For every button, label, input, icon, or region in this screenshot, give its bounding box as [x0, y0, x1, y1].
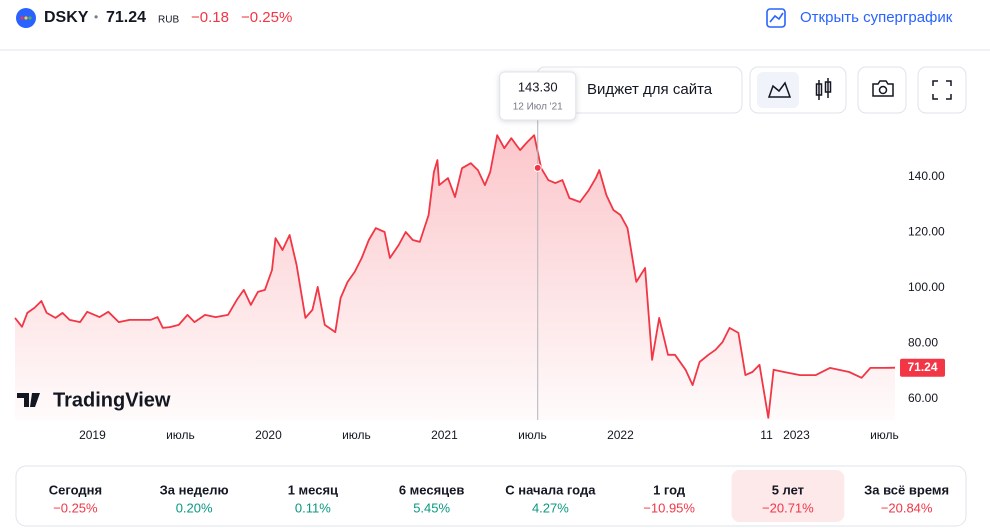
- fullscreen-icon: [932, 80, 952, 100]
- period-change: −10.95%: [643, 500, 695, 515]
- x-tick-label: 2019: [79, 428, 106, 442]
- x-tick-label: июль: [342, 428, 371, 442]
- period-label[interactable]: С начала года: [505, 482, 596, 497]
- snapshot-button[interactable]: [857, 66, 907, 114]
- last-price-label: 71.24: [907, 360, 937, 374]
- period-change: 0.20%: [176, 500, 213, 515]
- change: −0.18: [191, 9, 229, 26]
- y-tick-label: 80.00: [908, 336, 938, 350]
- y-tick-label: 140.00: [908, 169, 945, 183]
- period-change: −20.84%: [881, 500, 933, 515]
- period-change: 5.45%: [413, 500, 450, 515]
- logo-dot: [20, 16, 24, 20]
- y-tick-label: 120.00: [908, 225, 945, 239]
- camera-icon: [872, 80, 894, 97]
- period-change: −20.71%: [762, 500, 814, 515]
- change-pct: −0.25%: [241, 9, 292, 26]
- price: 71.24: [106, 9, 146, 26]
- open-supergraph[interactable]: Открыть суперграфик: [766, 8, 953, 28]
- fullscreen-button[interactable]: [917, 66, 967, 114]
- widget-button-text[interactable]: Виджет для сайта: [587, 81, 713, 98]
- performance-panel: [15, 465, 967, 527]
- link-icon: [766, 8, 786, 28]
- period-label[interactable]: 6 месяцев: [399, 482, 465, 497]
- candle-icon[interactable]: [815, 78, 832, 100]
- separator: •: [94, 10, 98, 24]
- x-tick-label: 2020: [255, 428, 282, 442]
- period-label[interactable]: За неделю: [160, 482, 229, 497]
- period-label[interactable]: 5 лет: [772, 482, 804, 497]
- x-tick-label: 2023: [783, 428, 810, 442]
- tooltip-box: [499, 71, 577, 121]
- x-tick-label: 2022: [607, 428, 634, 442]
- logo-dot: [28, 16, 32, 20]
- x-tick-label: июль: [870, 428, 899, 442]
- selected-period: [731, 470, 845, 522]
- period-change: 4.27%: [532, 500, 569, 515]
- area-icon: [767, 81, 792, 98]
- x-tick-label: 11: [760, 428, 773, 442]
- price-line: [14, 134, 896, 419]
- period-label[interactable]: Сегодня: [49, 482, 102, 497]
- y-tick-label: 60.00: [908, 391, 938, 405]
- area-fill: [15, 135, 895, 420]
- last-price-badge: [900, 358, 945, 377]
- performance: Сегодня −0.25% За неделю 0.20% 1 месяц 0.11% 6…: [49, 470, 949, 522]
- watermark: TradingView: [53, 389, 171, 411]
- logo-dot: [24, 16, 28, 20]
- crosshair-dot: [533, 163, 542, 172]
- period-label[interactable]: 1 месяц: [288, 482, 338, 497]
- link-text[interactable]: Открыть суперграфик: [800, 9, 953, 26]
- period-label[interactable]: 1 год: [653, 482, 686, 497]
- period-change: −0.25%: [53, 500, 98, 515]
- currency: RUB: [158, 15, 179, 26]
- y-tick-label: 100.00: [908, 280, 945, 294]
- link-icon: [769, 12, 784, 23]
- tooltip-value: 143.30: [518, 79, 558, 94]
- period-change: 0.11%: [295, 500, 331, 515]
- plot: TradingView 60.00 80.00 100.00 120.00 140.00 2…: [14, 120, 945, 442]
- tooltip: 143.30 12 Июл '21: [499, 71, 577, 121]
- symbol[interactable]: DSKY: [44, 9, 89, 26]
- x-tick-label: 2021: [431, 428, 458, 442]
- camera-icon: [878, 85, 888, 95]
- watermark-logo: [17, 393, 40, 407]
- tooltip-date: 12 Июл '21: [513, 102, 563, 113]
- period-label[interactable]: За всё время: [864, 482, 949, 497]
- x-tick-label: июль: [518, 428, 547, 442]
- x-tick-label: июль: [166, 428, 195, 442]
